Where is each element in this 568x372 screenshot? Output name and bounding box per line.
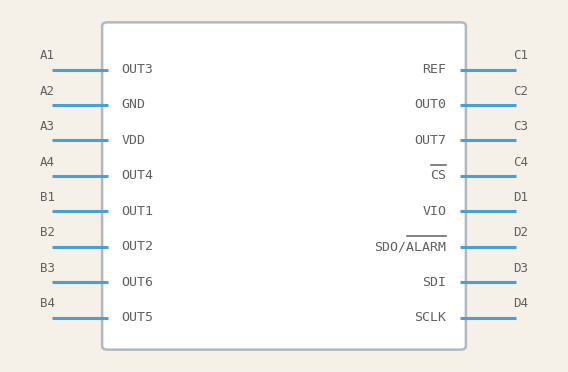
Text: A4: A4 <box>40 155 55 169</box>
Text: GND: GND <box>122 99 146 112</box>
Text: OUT0: OUT0 <box>414 99 446 112</box>
Text: SDI: SDI <box>422 276 446 289</box>
Text: SDO/ALARM: SDO/ALARM <box>374 240 446 253</box>
Text: D4: D4 <box>513 297 528 310</box>
Text: D2: D2 <box>513 227 528 240</box>
Text: REF: REF <box>422 63 446 76</box>
Text: CS: CS <box>431 169 446 182</box>
Text: B3: B3 <box>40 262 55 275</box>
Text: C2: C2 <box>513 85 528 98</box>
Text: OUT7: OUT7 <box>414 134 446 147</box>
Text: A2: A2 <box>40 85 55 98</box>
Text: OUT3: OUT3 <box>122 63 154 76</box>
Text: OUT5: OUT5 <box>122 311 154 324</box>
Text: B1: B1 <box>40 191 55 204</box>
Text: C3: C3 <box>513 120 528 133</box>
Text: B2: B2 <box>40 227 55 240</box>
Text: A3: A3 <box>40 120 55 133</box>
Text: OUT4: OUT4 <box>122 169 154 182</box>
Text: SCLK: SCLK <box>414 311 446 324</box>
Text: C1: C1 <box>513 49 528 62</box>
Text: B4: B4 <box>40 297 55 310</box>
Text: VDD: VDD <box>122 134 146 147</box>
Text: A1: A1 <box>40 49 55 62</box>
Text: VIO: VIO <box>422 205 446 218</box>
Text: OUT1: OUT1 <box>122 205 154 218</box>
Text: D3: D3 <box>513 262 528 275</box>
FancyBboxPatch shape <box>102 22 466 350</box>
Text: D1: D1 <box>513 191 528 204</box>
Text: C4: C4 <box>513 155 528 169</box>
Text: OUT2: OUT2 <box>122 240 154 253</box>
Text: OUT6: OUT6 <box>122 276 154 289</box>
